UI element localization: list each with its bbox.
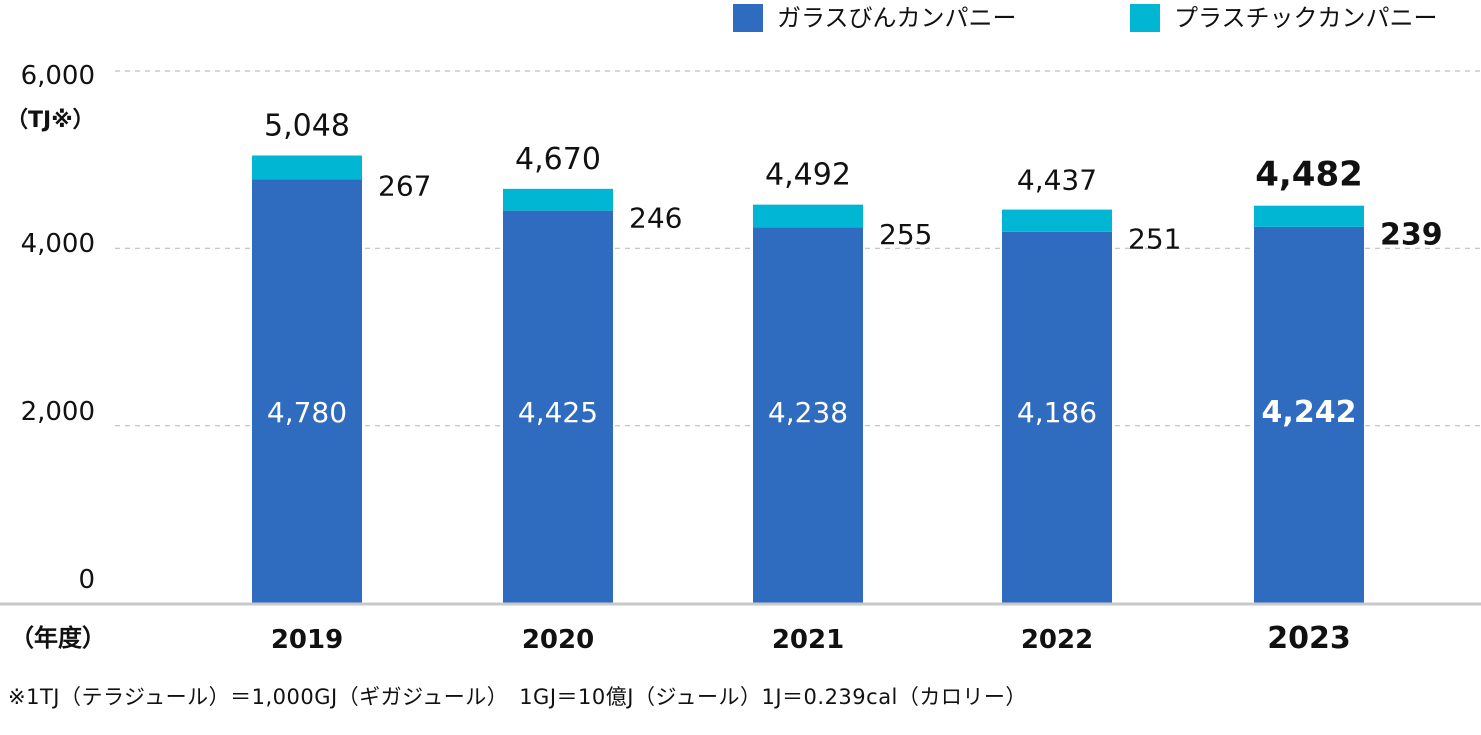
data-label-plastic: 239 [1380, 217, 1443, 252]
bar-glass [1254, 226, 1364, 603]
data-label-glass: 4,238 [768, 396, 848, 429]
bar-plastic [753, 204, 863, 228]
bar-plastic [1002, 209, 1112, 232]
y-tick-label: 4,000 [21, 229, 95, 259]
data-label-total: 4,670 [515, 142, 601, 177]
data-label-glass: 4,780 [267, 396, 347, 429]
x-tick-label: 2019 [271, 625, 343, 655]
data-label-plastic: 255 [879, 218, 932, 251]
bar-glass [753, 227, 863, 604]
data-label-plastic: 251 [1128, 223, 1181, 256]
legend-label-plastic: プラスチックカンパニー [1174, 4, 1438, 32]
bar-glass [1002, 231, 1112, 603]
x-tick-label: 2021 [772, 625, 844, 655]
x-tick-label: 2022 [1021, 625, 1093, 655]
data-label-total: 4,482 [1255, 155, 1363, 195]
data-label-glass: 4,186 [1017, 396, 1097, 429]
bar-glass [252, 179, 362, 603]
y-tick-label: 0 [78, 565, 95, 595]
data-label-glass: 4,242 [1262, 395, 1357, 430]
data-label-plastic: 246 [629, 202, 682, 235]
bar-glass [503, 210, 613, 603]
data-label-total: 5,048 [264, 108, 350, 143]
x-tick-label: 2020 [522, 625, 594, 655]
legend-swatch-glass [733, 4, 763, 32]
footnote: ※1TJ（テラジュール）＝1,000GJ（ギガジュール） 1GJ＝10億J（ジュ… [8, 685, 1027, 709]
data-label-plastic: 267 [378, 169, 431, 202]
data-label-total: 4,437 [1017, 164, 1097, 197]
bar-plastic [252, 155, 362, 180]
y-tick-label: 6,000 [21, 61, 95, 91]
y-tick-label: 2,000 [21, 397, 95, 427]
bar-plastic [1254, 205, 1364, 227]
legend-label-glass: ガラスびんカンパニー [777, 4, 1017, 32]
legend-swatch-plastic [1130, 4, 1160, 32]
data-label-glass: 4,425 [518, 396, 598, 429]
bar-plastic [503, 188, 613, 211]
data-label-total: 4,492 [765, 158, 851, 193]
y-axis-unit: （TJ※） [6, 108, 95, 133]
x-tick-label: 2023 [1267, 621, 1351, 656]
x-axis-unit: （年度） [10, 624, 106, 652]
